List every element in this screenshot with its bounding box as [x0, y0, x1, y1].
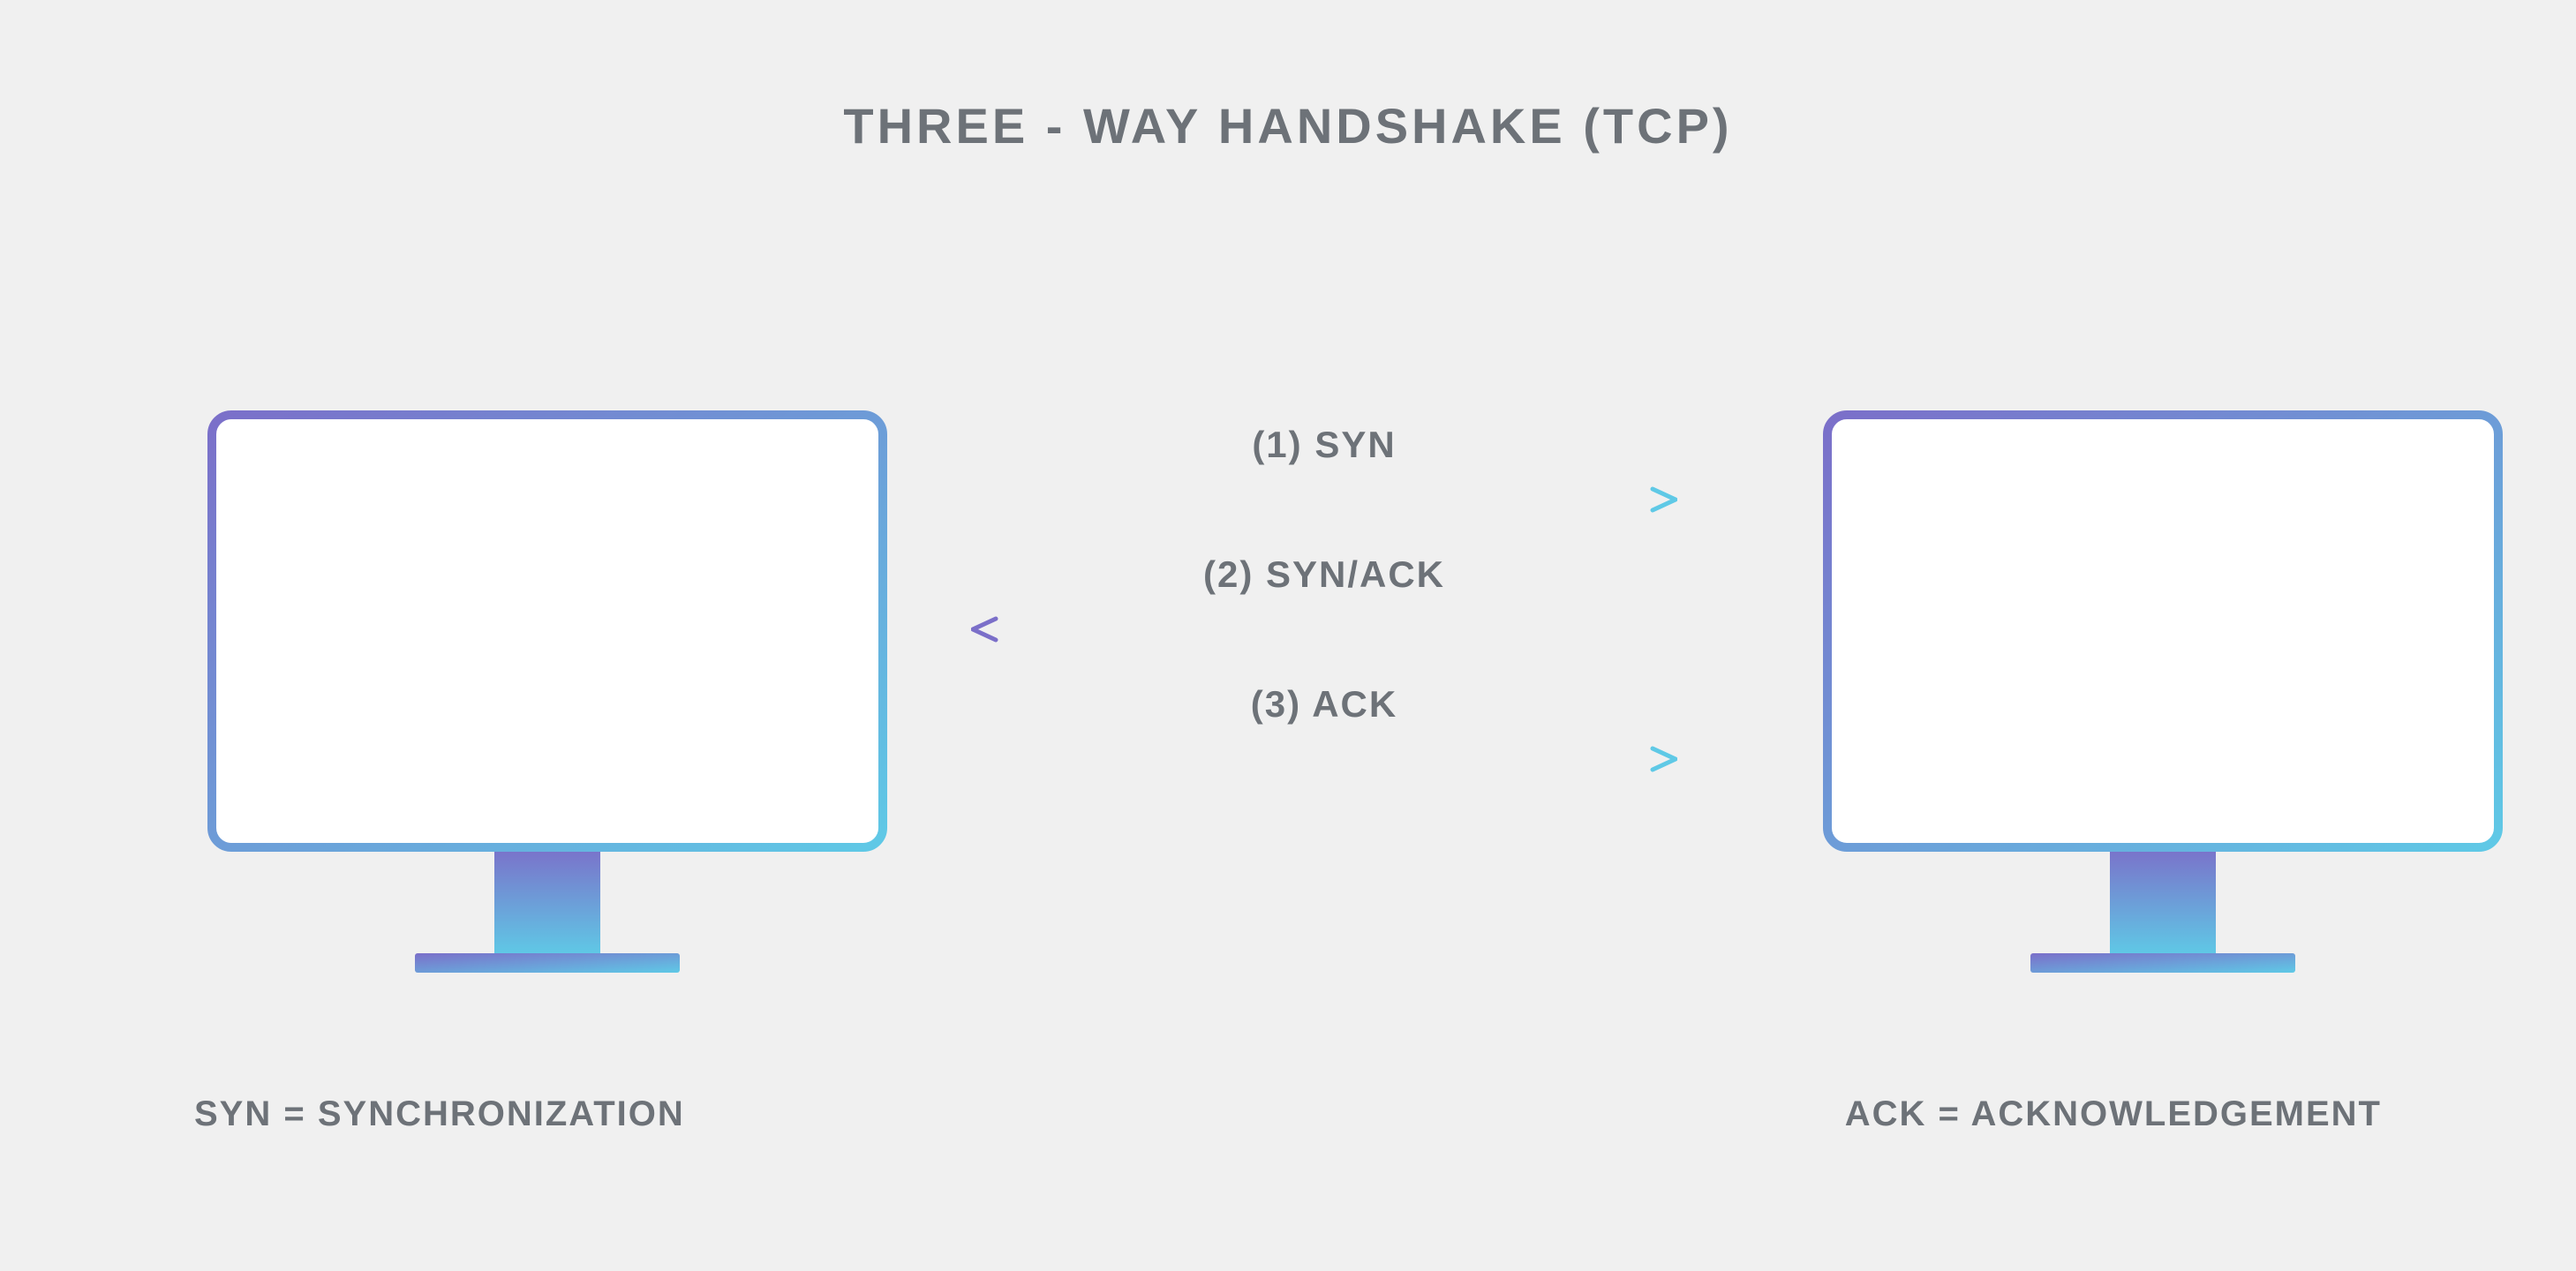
handshake-step-label: (2) SYN/ACK [971, 553, 1677, 596]
handshake-step-3: (3) ACK [971, 683, 1677, 781]
ack-definition: ACK = ACKNOWLEDGEMENT [1845, 1094, 2382, 1134]
arrow-right-icon [971, 482, 1677, 522]
handshake-step-1: (1) SYN [971, 424, 1677, 522]
handshake-step-label: (3) ACK [971, 683, 1677, 726]
client-computer-icon [203, 406, 892, 986]
handshake-step-2: (2) SYN/ACK [971, 553, 1677, 651]
syn-definition: SYN = SYNCHRONIZATION [194, 1094, 685, 1134]
diagram-title: THREE - WAY HANDSHAKE (TCP) [0, 97, 2576, 154]
arrow-right-icon [971, 741, 1677, 781]
server-computer-icon [1819, 406, 2507, 986]
handshake-step-label: (1) SYN [971, 424, 1677, 466]
handshake-arrows: (1) SYN (2) SYN/ACK (3) ACK [971, 424, 1677, 813]
arrow-left-icon [971, 612, 1677, 651]
